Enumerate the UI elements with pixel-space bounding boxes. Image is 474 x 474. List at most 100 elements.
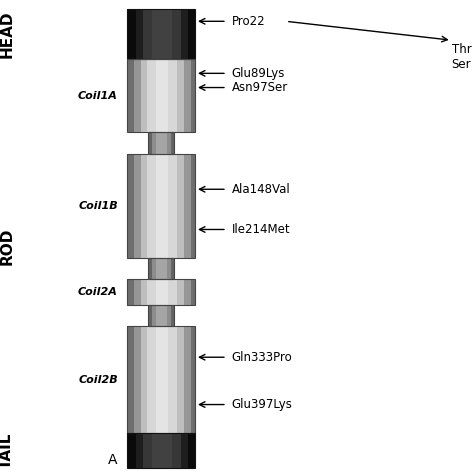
Bar <box>150 279 152 305</box>
Bar <box>184 279 186 305</box>
Bar <box>168 433 170 468</box>
Bar <box>159 433 161 468</box>
Bar <box>168 59 170 132</box>
Bar <box>179 9 182 59</box>
Bar <box>165 59 168 132</box>
Bar <box>174 327 177 433</box>
Bar <box>165 305 166 327</box>
Bar <box>179 327 182 433</box>
Bar <box>184 154 186 258</box>
Bar <box>170 9 173 59</box>
Bar <box>177 59 179 132</box>
Bar <box>147 279 150 305</box>
Bar <box>155 132 156 154</box>
Bar <box>127 59 129 132</box>
Bar <box>158 132 160 154</box>
Bar <box>131 9 134 59</box>
Bar <box>134 433 136 468</box>
Bar <box>151 258 152 279</box>
Bar <box>193 154 195 258</box>
Bar <box>193 433 195 468</box>
Bar <box>169 132 170 154</box>
Bar <box>129 279 131 305</box>
Bar <box>186 154 188 258</box>
Bar <box>131 279 134 305</box>
Bar <box>179 433 182 468</box>
Text: A: A <box>109 453 118 467</box>
Bar <box>186 59 188 132</box>
Bar <box>166 132 167 154</box>
Bar <box>164 433 165 468</box>
Bar <box>148 258 174 279</box>
Bar <box>127 9 195 59</box>
Bar <box>155 258 156 279</box>
Text: Thr
Ser: Thr Ser <box>452 43 472 71</box>
Bar <box>170 279 173 305</box>
Bar <box>145 9 147 59</box>
Bar <box>141 154 143 258</box>
Bar <box>188 433 191 468</box>
Bar <box>145 279 147 305</box>
Bar <box>184 327 186 433</box>
Bar <box>191 154 193 258</box>
Bar <box>165 132 166 154</box>
Bar <box>165 9 168 59</box>
Bar <box>186 327 188 433</box>
Bar <box>165 154 168 258</box>
Bar <box>151 305 152 327</box>
Bar <box>161 305 162 327</box>
Bar <box>141 59 143 132</box>
Bar <box>129 154 131 258</box>
Bar <box>156 305 157 327</box>
Bar <box>136 154 138 258</box>
Bar <box>152 433 154 468</box>
Bar <box>174 59 177 132</box>
Bar <box>177 279 179 305</box>
Bar <box>143 433 145 468</box>
Bar <box>182 433 184 468</box>
Bar <box>147 433 150 468</box>
Bar <box>157 132 158 154</box>
Bar <box>152 279 154 305</box>
Bar <box>191 59 193 132</box>
Bar <box>143 327 145 433</box>
Bar <box>148 305 174 327</box>
Bar <box>173 132 174 154</box>
Text: Coil2A: Coil2A <box>78 287 118 297</box>
Bar <box>152 305 154 327</box>
Bar <box>179 279 182 305</box>
Bar <box>170 305 171 327</box>
Bar <box>161 327 164 433</box>
Bar <box>161 9 164 59</box>
Bar <box>162 258 164 279</box>
Bar <box>167 132 169 154</box>
Bar <box>145 433 147 468</box>
Bar <box>186 279 188 305</box>
Bar <box>138 9 141 59</box>
Bar <box>174 154 177 258</box>
Bar <box>127 327 195 433</box>
Text: Glu89Lys: Glu89Lys <box>231 67 285 80</box>
Bar <box>143 154 145 258</box>
Bar <box>136 9 138 59</box>
Bar <box>148 305 150 327</box>
Bar <box>154 59 156 132</box>
Bar <box>191 433 193 468</box>
Bar <box>174 9 177 59</box>
Bar <box>174 279 177 305</box>
Bar <box>184 59 186 132</box>
Bar <box>150 327 152 433</box>
Bar <box>169 305 170 327</box>
Bar <box>177 154 179 258</box>
Bar <box>159 59 161 132</box>
Bar <box>156 433 159 468</box>
Bar <box>193 9 195 59</box>
Bar <box>152 258 154 279</box>
Bar <box>188 327 191 433</box>
Bar <box>162 132 164 154</box>
Bar <box>173 59 174 132</box>
Bar <box>147 154 150 258</box>
Bar <box>165 327 168 433</box>
Bar <box>150 154 152 258</box>
Text: Coil1A: Coil1A <box>78 91 118 101</box>
